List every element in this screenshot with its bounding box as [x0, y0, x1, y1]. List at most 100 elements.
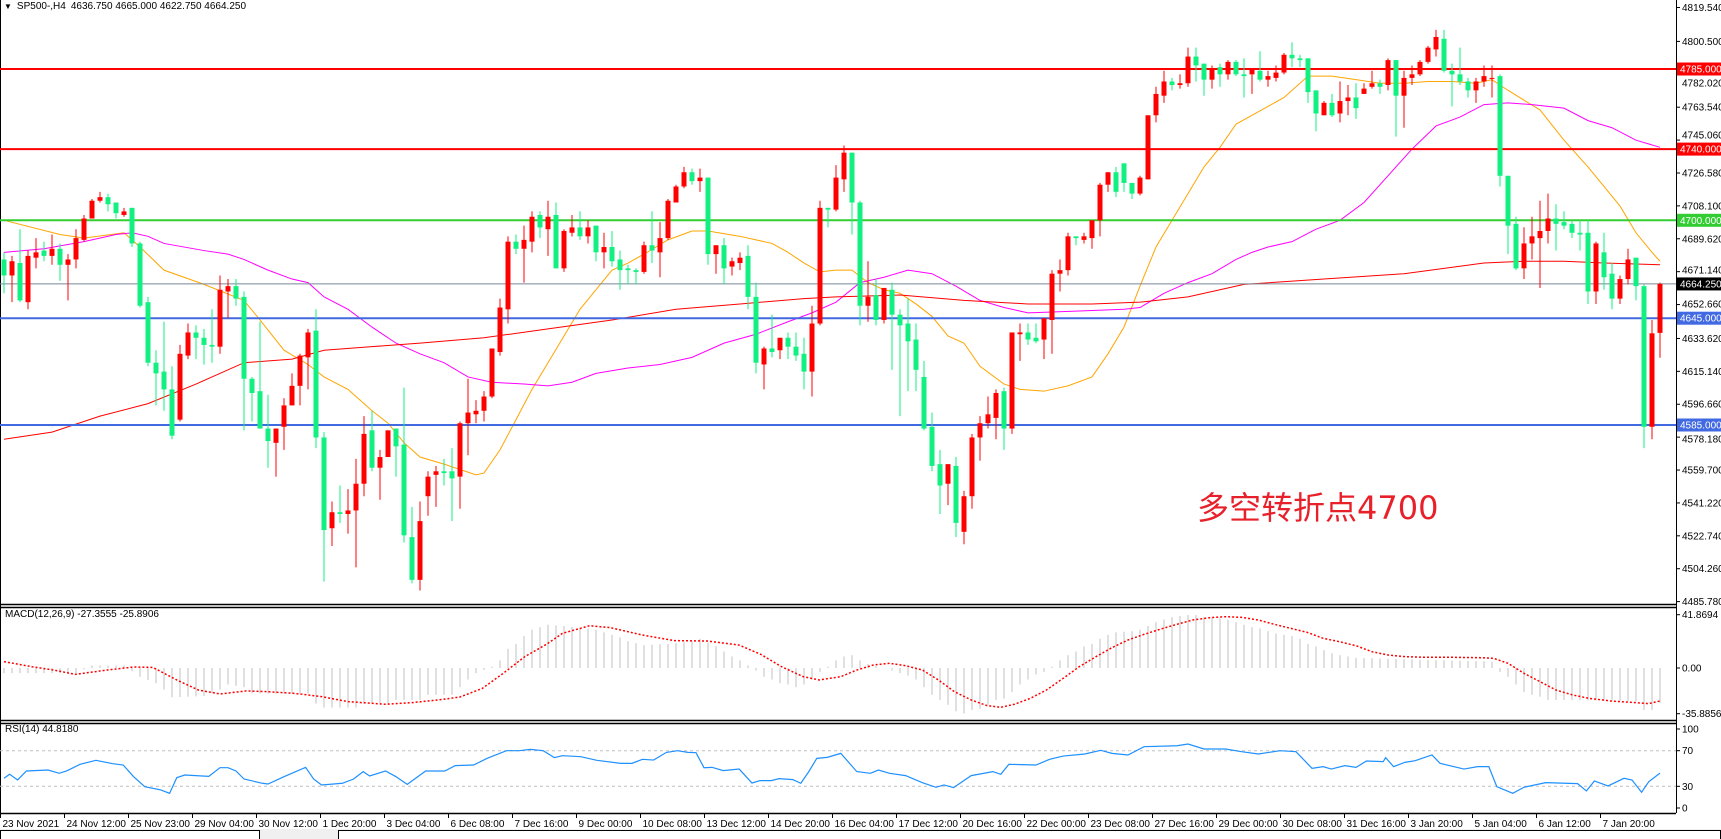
- candle: [1001, 387, 1007, 450]
- candle-body: [1513, 223, 1519, 269]
- candle-body: [329, 512, 335, 529]
- candle-body: [569, 227, 575, 233]
- candle: [225, 279, 231, 319]
- candle: [1169, 77, 1175, 91]
- moving-average-mid: [3, 102, 1661, 387]
- candle-body: [161, 371, 167, 390]
- candle-body: [1049, 273, 1055, 320]
- candle-body: [65, 259, 71, 265]
- candle: [497, 298, 503, 356]
- price-axis-label: 4596.660: [1682, 400, 1721, 411]
- level-label: 4585.000: [1680, 421, 1721, 432]
- candle-body: [969, 437, 975, 497]
- candle-body: [1193, 56, 1199, 66]
- candle: [921, 360, 927, 431]
- macd-axis-label: 0.00: [1682, 664, 1702, 675]
- candle-body: [1129, 182, 1135, 194]
- candle: [481, 391, 487, 422]
- time-axis-label: 29 Dec 00:00: [1219, 819, 1279, 830]
- candle: [1073, 236, 1079, 246]
- triangle-down-icon[interactable]: ▼: [4, 2, 12, 11]
- candle-body: [729, 261, 735, 267]
- candle-body: [649, 245, 655, 251]
- candle-body: [825, 207, 831, 210]
- price-axis-label: 4652.660: [1682, 300, 1721, 311]
- ohlc-readout: 4636.750 4665.000 4622.750 4664.250: [70, 1, 247, 12]
- candle-body: [681, 172, 687, 187]
- candle: [233, 279, 239, 306]
- candle: [873, 279, 879, 326]
- candle-body: [921, 376, 927, 429]
- candle-body: [1457, 74, 1463, 82]
- candle-body: [905, 323, 911, 342]
- candle-body: [625, 268, 631, 271]
- candle-body: [513, 241, 519, 249]
- candle-body: [1641, 286, 1647, 427]
- candle: [1585, 220, 1591, 304]
- candle-body: [1345, 97, 1351, 102]
- candle-body: [1529, 236, 1535, 244]
- candle-body: [1481, 76, 1487, 82]
- chart-tab[interactable]: [0, 830, 260, 839]
- candle: [273, 428, 279, 477]
- candle: [1065, 232, 1071, 276]
- candle: [865, 261, 871, 322]
- candle-body: [777, 337, 783, 351]
- time-axis-label: 14 Dec 20:00: [771, 819, 831, 830]
- candle: [1, 252, 7, 294]
- candle-body: [1185, 56, 1191, 84]
- candle-body: [497, 307, 503, 353]
- time-axis-label: 30 Nov 12:00: [259, 819, 319, 830]
- candle-body: [441, 471, 447, 474]
- candle: [1153, 86, 1159, 123]
- candle: [889, 282, 895, 370]
- candle-body: [17, 263, 23, 301]
- candle: [1537, 200, 1543, 288]
- candle: [1121, 163, 1127, 192]
- rsi-line: [3, 743, 1661, 795]
- candle-body: [505, 241, 511, 310]
- rsi-axis-label: 30: [1682, 782, 1694, 793]
- candle-body: [241, 296, 247, 379]
- candle-body: [297, 355, 303, 386]
- time-axis-label: 7 Jan 20:00: [1603, 819, 1656, 830]
- candle: [1057, 259, 1063, 292]
- candle: [249, 376, 255, 422]
- candle: [769, 314, 775, 358]
- level-label-bg: [1677, 311, 1721, 325]
- candle-body: [1305, 58, 1311, 93]
- price-axis-label: 4671.140: [1682, 265, 1721, 276]
- candle: [57, 243, 63, 281]
- candle-body: [841, 152, 847, 180]
- candle-body: [1617, 279, 1623, 299]
- candle-body: [1225, 61, 1231, 75]
- chart-tab[interactable]: [338, 830, 1721, 839]
- candle: [1577, 220, 1583, 251]
- candle-body: [249, 378, 255, 393]
- candle: [193, 325, 199, 360]
- candle: [553, 202, 559, 269]
- candle-body: [881, 287, 887, 320]
- candle-body: [1377, 83, 1383, 87]
- candle: [417, 501, 423, 591]
- candle: [17, 229, 23, 303]
- candle-body: [1425, 47, 1431, 62]
- candle-body: [1233, 61, 1239, 75]
- time-axis-label: 6 Dec 08:00: [451, 819, 505, 830]
- candle-body: [1609, 273, 1615, 299]
- candle-body: [937, 464, 943, 486]
- candle-body: [225, 286, 231, 292]
- candle: [1409, 65, 1415, 86]
- candle: [1417, 60, 1423, 77]
- candle: [1177, 74, 1183, 89]
- time-axis-label: 10 Dec 08:00: [643, 819, 703, 830]
- candle-body: [1081, 236, 1087, 240]
- candle: [1321, 101, 1327, 116]
- candle: [625, 264, 631, 285]
- price-axis-label: 4763.540: [1682, 103, 1721, 114]
- candle: [881, 287, 887, 324]
- candle-body: [873, 295, 879, 320]
- candle: [969, 433, 975, 509]
- candle: [1113, 166, 1119, 198]
